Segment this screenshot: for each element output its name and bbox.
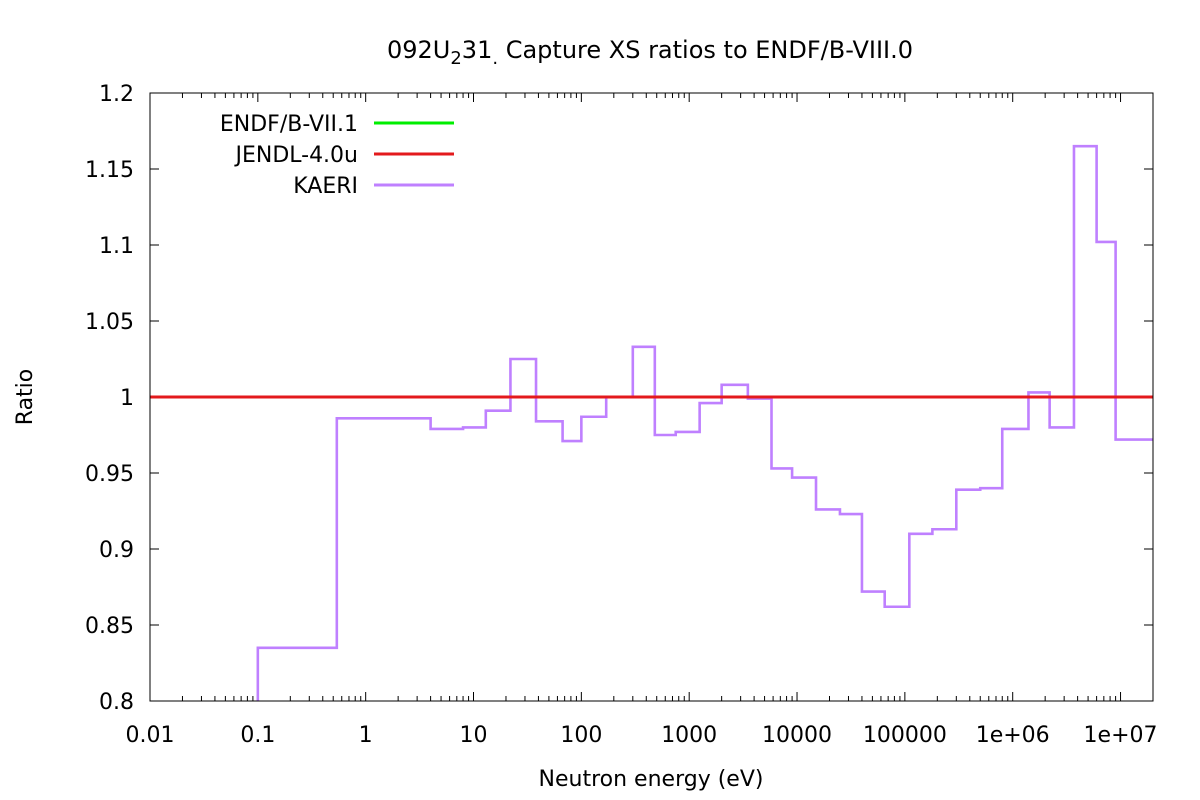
title-subscript: 2	[450, 48, 461, 69]
title-part: 092U	[387, 36, 450, 64]
x-tick-label: 1	[359, 723, 373, 748]
legend-label: JENDL-4.0u	[233, 143, 358, 168]
y-tick-label: 0.85	[85, 614, 134, 639]
plot-frame	[149, 92, 1154, 702]
axis-ticks: 0.01 0.1 1 10 100 1000 10000 100000 1e+06 1e+07 0.…	[85, 82, 1158, 748]
y-tick-label: 1.1	[99, 234, 134, 259]
y-tick-label: 1.2	[99, 82, 134, 107]
y-tick-label: 0.95	[85, 462, 134, 487]
title-subscript: .	[492, 48, 498, 69]
x-tick-label: 1000	[661, 723, 717, 748]
legend: ENDF/B-VII.1 JENDL-4.0u KAERI	[220, 112, 454, 199]
title-part: 31	[462, 36, 493, 64]
x-tick-label: 0.01	[126, 723, 175, 748]
legend-label: KAERI	[293, 174, 358, 199]
y-tick-label: 0.9	[99, 538, 134, 563]
y-tick-label: 0.8	[99, 690, 134, 715]
legend-label: ENDF/B-VII.1	[220, 112, 358, 137]
y-tick-label: 1.15	[85, 158, 134, 183]
y-tick-label: 1	[120, 386, 134, 411]
x-tick-label: 100000	[863, 723, 947, 748]
x-tick-label: 10	[460, 723, 488, 748]
x-tick-label: 1e+06	[976, 723, 1050, 748]
title-part: Capture XS ratios to ENDF/B-VIII.0	[498, 36, 913, 64]
x-tick-label: 0.1	[240, 723, 275, 748]
x-tick-label: 1e+07	[1084, 723, 1158, 748]
plot-series	[150, 144, 1153, 701]
series-kaeri-line	[256, 144, 1153, 701]
x-tick-label: 100	[560, 723, 602, 748]
x-axis-label: Neutron energy (eV)	[539, 767, 764, 792]
x-tick-label: 10000	[762, 723, 832, 748]
chart-title: 092U231. Capture XS ratios to ENDF/B-VII…	[387, 36, 913, 69]
y-axis-label: Ratio	[13, 369, 38, 425]
y-tick-label: 1.05	[85, 310, 134, 335]
